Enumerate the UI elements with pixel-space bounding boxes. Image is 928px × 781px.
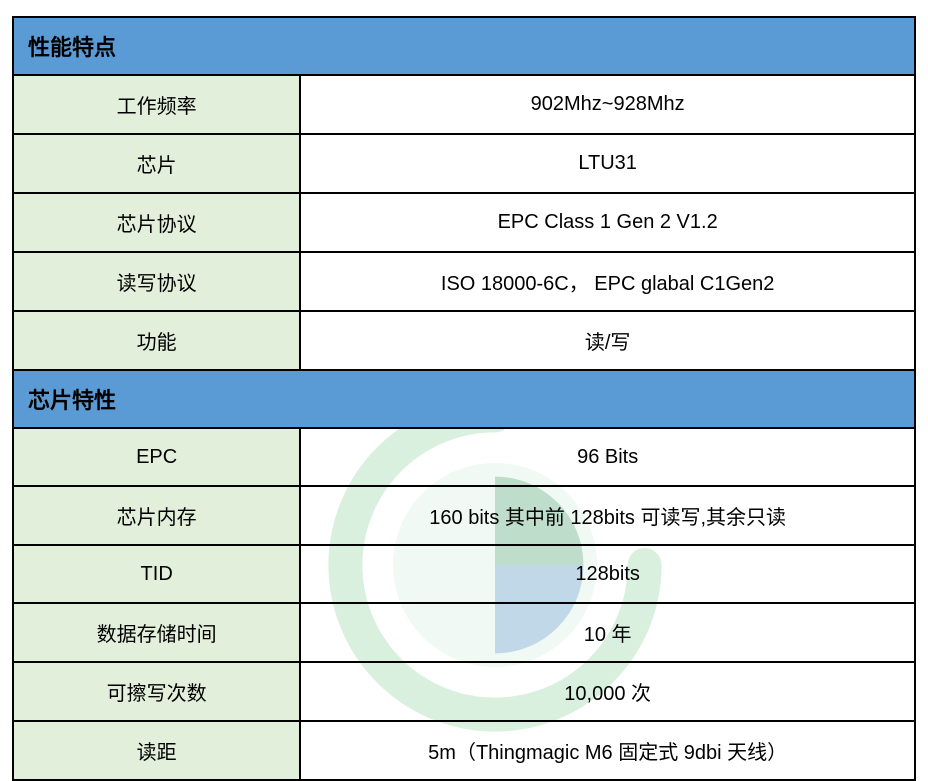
spec-value: 读/写	[300, 311, 915, 370]
spec-value: 160 bits 其中前 128bits 可读写,其余只读	[300, 486, 915, 545]
spec-label: 数据存储时间	[13, 603, 300, 662]
spec-value: 10,000 次	[300, 662, 915, 721]
spec-label: 可擦写次数	[13, 662, 300, 721]
table-row: TID 128bits	[13, 545, 915, 603]
table-row: 芯片内存 160 bits 其中前 128bits 可读写,其余只读	[13, 486, 915, 545]
spec-label: 功能	[13, 311, 300, 370]
spec-label: 芯片	[13, 134, 300, 193]
spec-value: 902Mhz~928Mhz	[300, 75, 915, 134]
table-row: EPC 96 Bits	[13, 428, 915, 486]
spec-value: 96 Bits	[300, 428, 915, 486]
spec-table: 性能特点 工作频率 902Mhz~928Mhz 芯片 LTU31 芯片协议 EP…	[12, 16, 916, 781]
table-row: 数据存储时间 10 年	[13, 603, 915, 662]
spec-value: LTU31	[300, 134, 915, 193]
spec-label: 芯片内存	[13, 486, 300, 545]
table-row: 功能 读/写	[13, 311, 915, 370]
spec-value: 10 年	[300, 603, 915, 662]
table-section-header-row: 芯片特性	[13, 370, 915, 428]
spec-label: 读写协议	[13, 252, 300, 311]
spec-value: 128bits	[300, 545, 915, 603]
table-row: 芯片 LTU31	[13, 134, 915, 193]
table-row: 读距 5m（Thingmagic M6 固定式 9dbi 天线）	[13, 721, 915, 780]
spec-label: 读距	[13, 721, 300, 780]
table-row: 读写协议 ISO 18000-6C， EPC glabal C1Gen2	[13, 252, 915, 311]
spec-value: ISO 18000-6C， EPC glabal C1Gen2	[300, 252, 915, 311]
spec-label: 工作频率	[13, 75, 300, 134]
table-row: 工作频率 902Mhz~928Mhz	[13, 75, 915, 134]
spec-value: EPC Class 1 Gen 2 V1.2	[300, 193, 915, 252]
table-row: 芯片协议 EPC Class 1 Gen 2 V1.2	[13, 193, 915, 252]
section-header-performance: 性能特点	[13, 17, 915, 75]
table-section-header-row: 性能特点	[13, 17, 915, 75]
spec-label: TID	[13, 545, 300, 603]
section-header-chip: 芯片特性	[13, 370, 915, 428]
spec-label: EPC	[13, 428, 300, 486]
table-row: 可擦写次数 10,000 次	[13, 662, 915, 721]
spec-value: 5m（Thingmagic M6 固定式 9dbi 天线）	[300, 721, 915, 780]
spec-label: 芯片协议	[13, 193, 300, 252]
